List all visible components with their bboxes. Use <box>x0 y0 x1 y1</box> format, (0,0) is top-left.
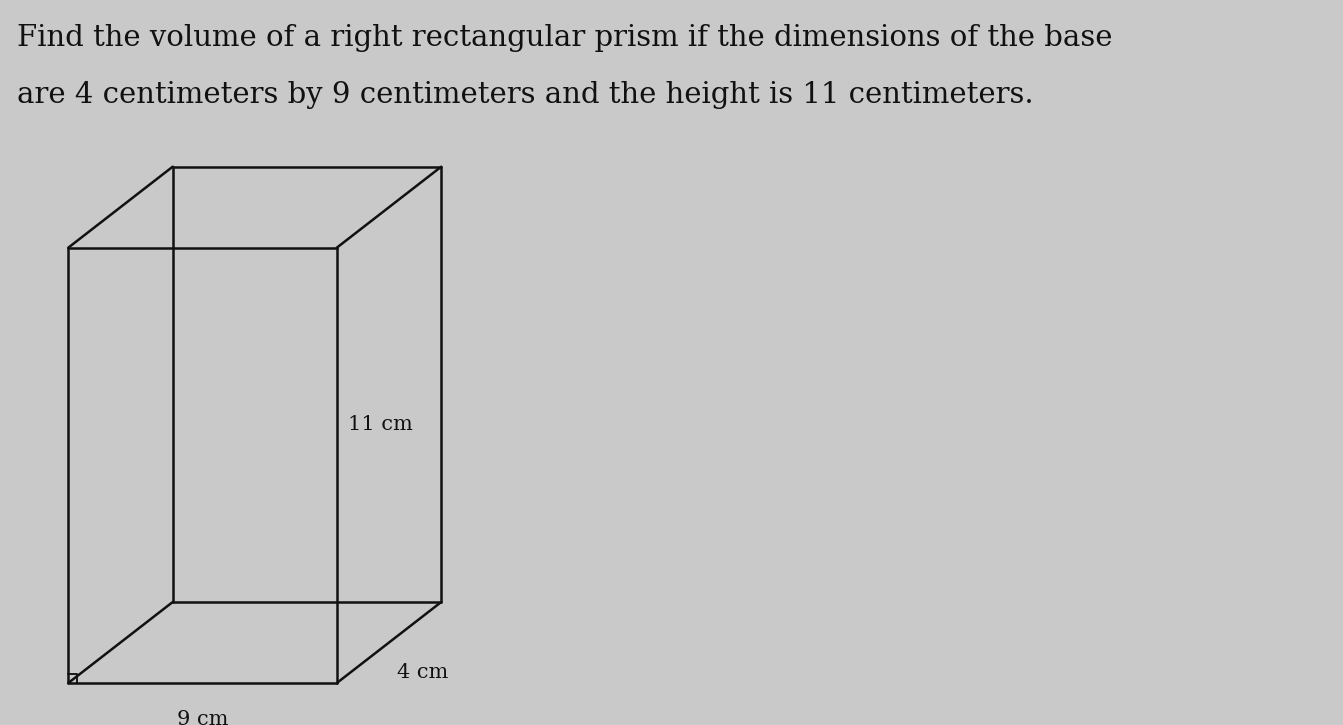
Text: 9 cm: 9 cm <box>177 710 228 725</box>
Text: are 4 centimeters by 9 centimeters and the height is 11 centimeters.: are 4 centimeters by 9 centimeters and t… <box>17 81 1034 109</box>
Text: Find the volume of a right rectangular prism if the dimensions of the base: Find the volume of a right rectangular p… <box>17 24 1112 52</box>
Text: 4 cm: 4 cm <box>396 663 449 682</box>
Text: 11 cm: 11 cm <box>348 415 414 434</box>
